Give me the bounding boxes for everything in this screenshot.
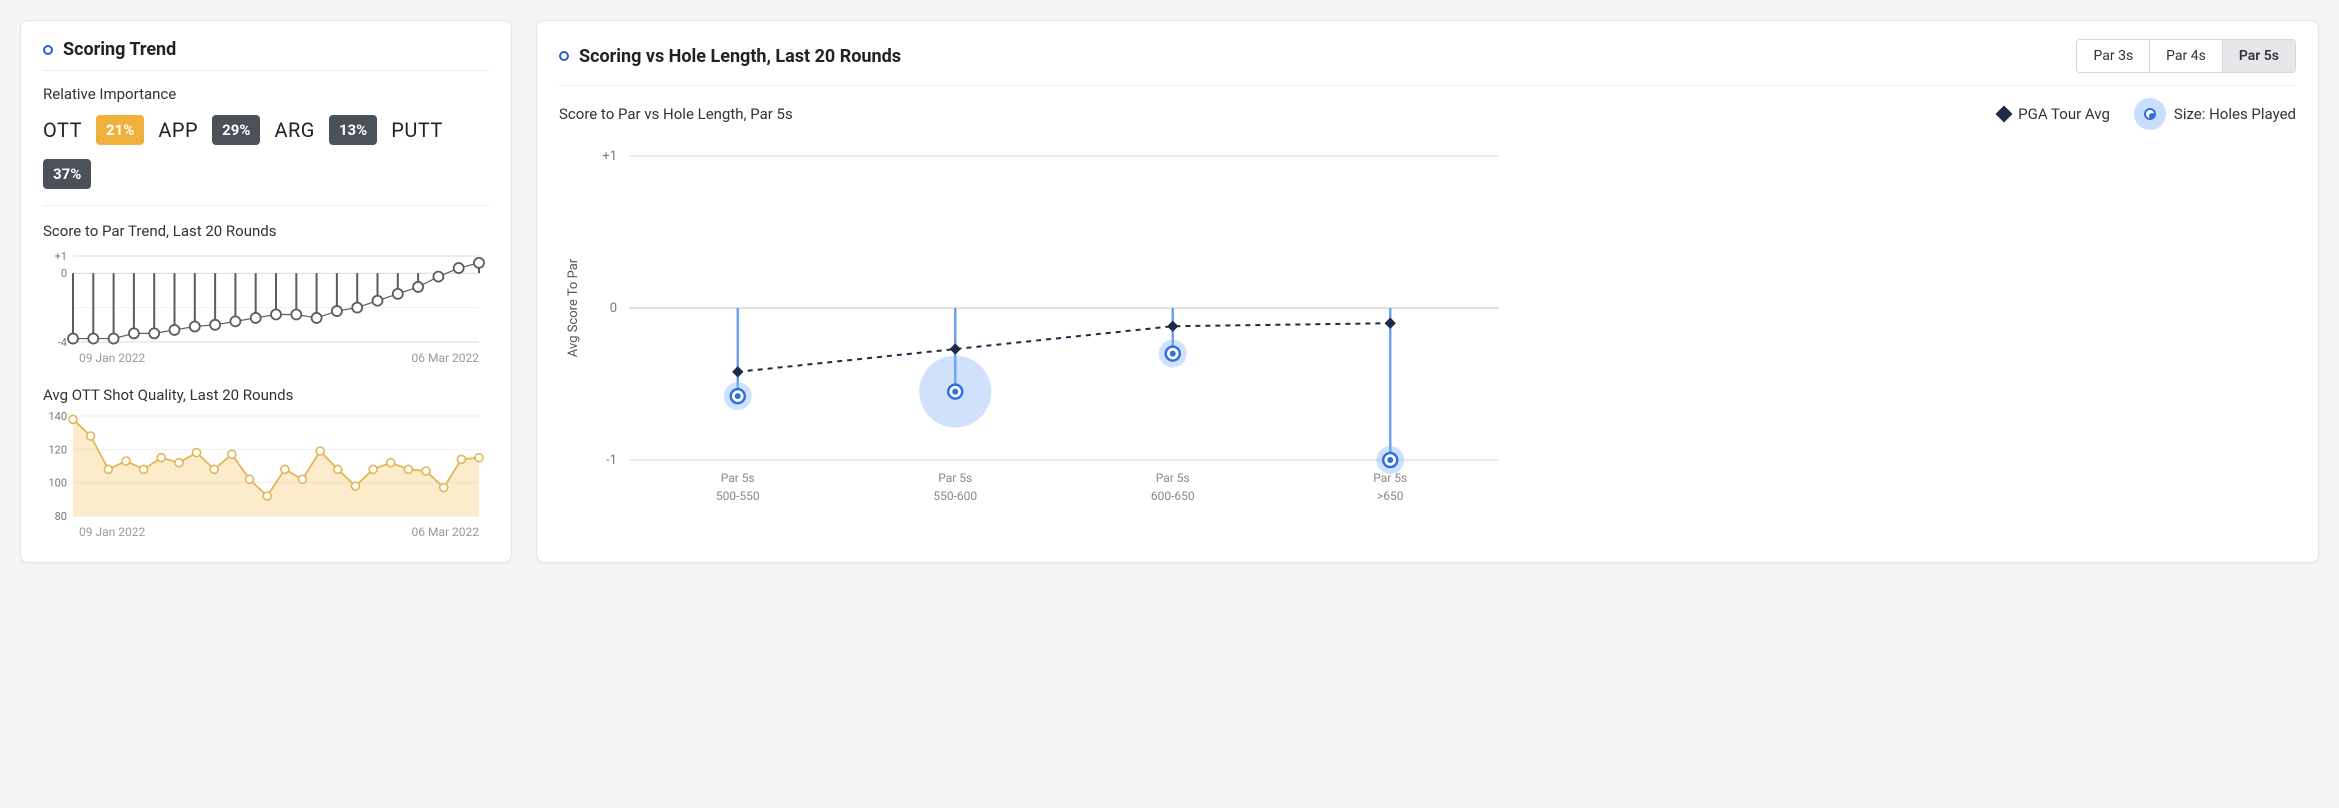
svg-text:06 Mar 2022: 06 Mar 2022	[412, 525, 480, 539]
svg-text:0: 0	[610, 301, 617, 316]
tab-par5s[interactable]: Par 5s	[2222, 40, 2295, 72]
score-trend-subtitle: Score to Par Trend, Last 20 Rounds	[43, 222, 489, 240]
importance-label: APP	[158, 118, 198, 142]
svg-text:600-650: 600-650	[1151, 489, 1195, 503]
svg-text:80: 80	[55, 510, 67, 523]
score-trend-chart: -4 0 +1 09 Jan 2022 06 Mar 2022	[43, 246, 489, 366]
svg-text:Par 5s: Par 5s	[1373, 471, 1407, 485]
hole-length-card: Scoring vs Hole Length, Last 20 Rounds P…	[536, 20, 2319, 563]
importance-badge: 37%	[43, 159, 91, 189]
svg-text:+1: +1	[55, 250, 67, 263]
hole-length-chart: Avg Score To Par +1 0 -1 Par 5s 500-550 Par 5s…	[559, 136, 1519, 516]
ott-trend-subtitle: Avg OTT Shot Quality, Last 20 Rounds	[43, 386, 489, 404]
legend-size-label: Size: Holes Played	[2174, 105, 2296, 123]
svg-text:>650: >650	[1377, 489, 1404, 503]
legend-size: Size: Holes Played	[2134, 98, 2296, 130]
svg-text:120: 120	[48, 443, 67, 456]
svg-text:-4: -4	[58, 336, 67, 349]
svg-text:09 Jan 2022: 09 Jan 2022	[79, 351, 145, 365]
scoring-trend-card: Scoring Trend Relative Importance OTT 21%…	[20, 20, 512, 563]
hole-length-subtitle: Score to Par vs Hole Length, Par 5s	[559, 105, 793, 123]
bullet-icon	[43, 45, 53, 55]
svg-text:550-600: 550-600	[933, 489, 977, 503]
chart-legend: PGA Tour Avg Size: Holes Played	[1998, 98, 2296, 130]
size-swatch-icon	[2134, 98, 2166, 130]
hole-length-title-text: Scoring vs Hole Length, Last 20 Rounds	[579, 46, 901, 67]
svg-text:Par 5s: Par 5s	[938, 471, 972, 485]
svg-text:Avg Score To Par: Avg Score To Par	[566, 258, 581, 357]
diamond-icon	[1996, 106, 2013, 123]
importance-badge: 29%	[212, 115, 260, 145]
importance-label: ARG	[274, 118, 315, 142]
svg-text:-1: -1	[606, 453, 617, 468]
ott-trend-chart: 80 100 120 140 09 Jan 2022 06 Mar 2022	[43, 410, 489, 540]
scoring-trend-title: Scoring Trend	[43, 39, 489, 71]
tab-par3s[interactable]: Par 3s	[2077, 40, 2149, 72]
svg-text:0: 0	[61, 267, 67, 280]
bullet-icon	[559, 51, 569, 61]
svg-text:06 Mar 2022: 06 Mar 2022	[412, 351, 480, 365]
scoring-trend-title-text: Scoring Trend	[63, 39, 176, 60]
importance-badge: 21%	[96, 115, 144, 145]
legend-pga: PGA Tour Avg	[1998, 105, 2110, 123]
svg-text:09 Jan 2022: 09 Jan 2022	[79, 525, 145, 539]
legend-pga-label: PGA Tour Avg	[2018, 105, 2110, 123]
svg-text:+1: +1	[602, 149, 617, 164]
tab-par4s[interactable]: Par 4s	[2149, 40, 2222, 72]
svg-text:Par 5s: Par 5s	[1156, 471, 1190, 485]
hole-length-title: Scoring vs Hole Length, Last 20 Rounds	[559, 46, 901, 67]
par-tabs: Par 3sPar 4sPar 5s	[2076, 39, 2296, 73]
importance-label: OTT	[43, 118, 82, 142]
svg-text:100: 100	[48, 477, 67, 490]
importance-row: OTT 21% APP 29% ARG 13% PUTT 37%	[43, 115, 489, 206]
relative-importance-label: Relative Importance	[43, 85, 489, 103]
svg-text:500-550: 500-550	[716, 489, 760, 503]
svg-text:140: 140	[48, 410, 67, 423]
svg-text:Par 5s: Par 5s	[721, 471, 755, 485]
importance-badge: 13%	[329, 115, 377, 145]
importance-label: PUTT	[391, 118, 443, 142]
